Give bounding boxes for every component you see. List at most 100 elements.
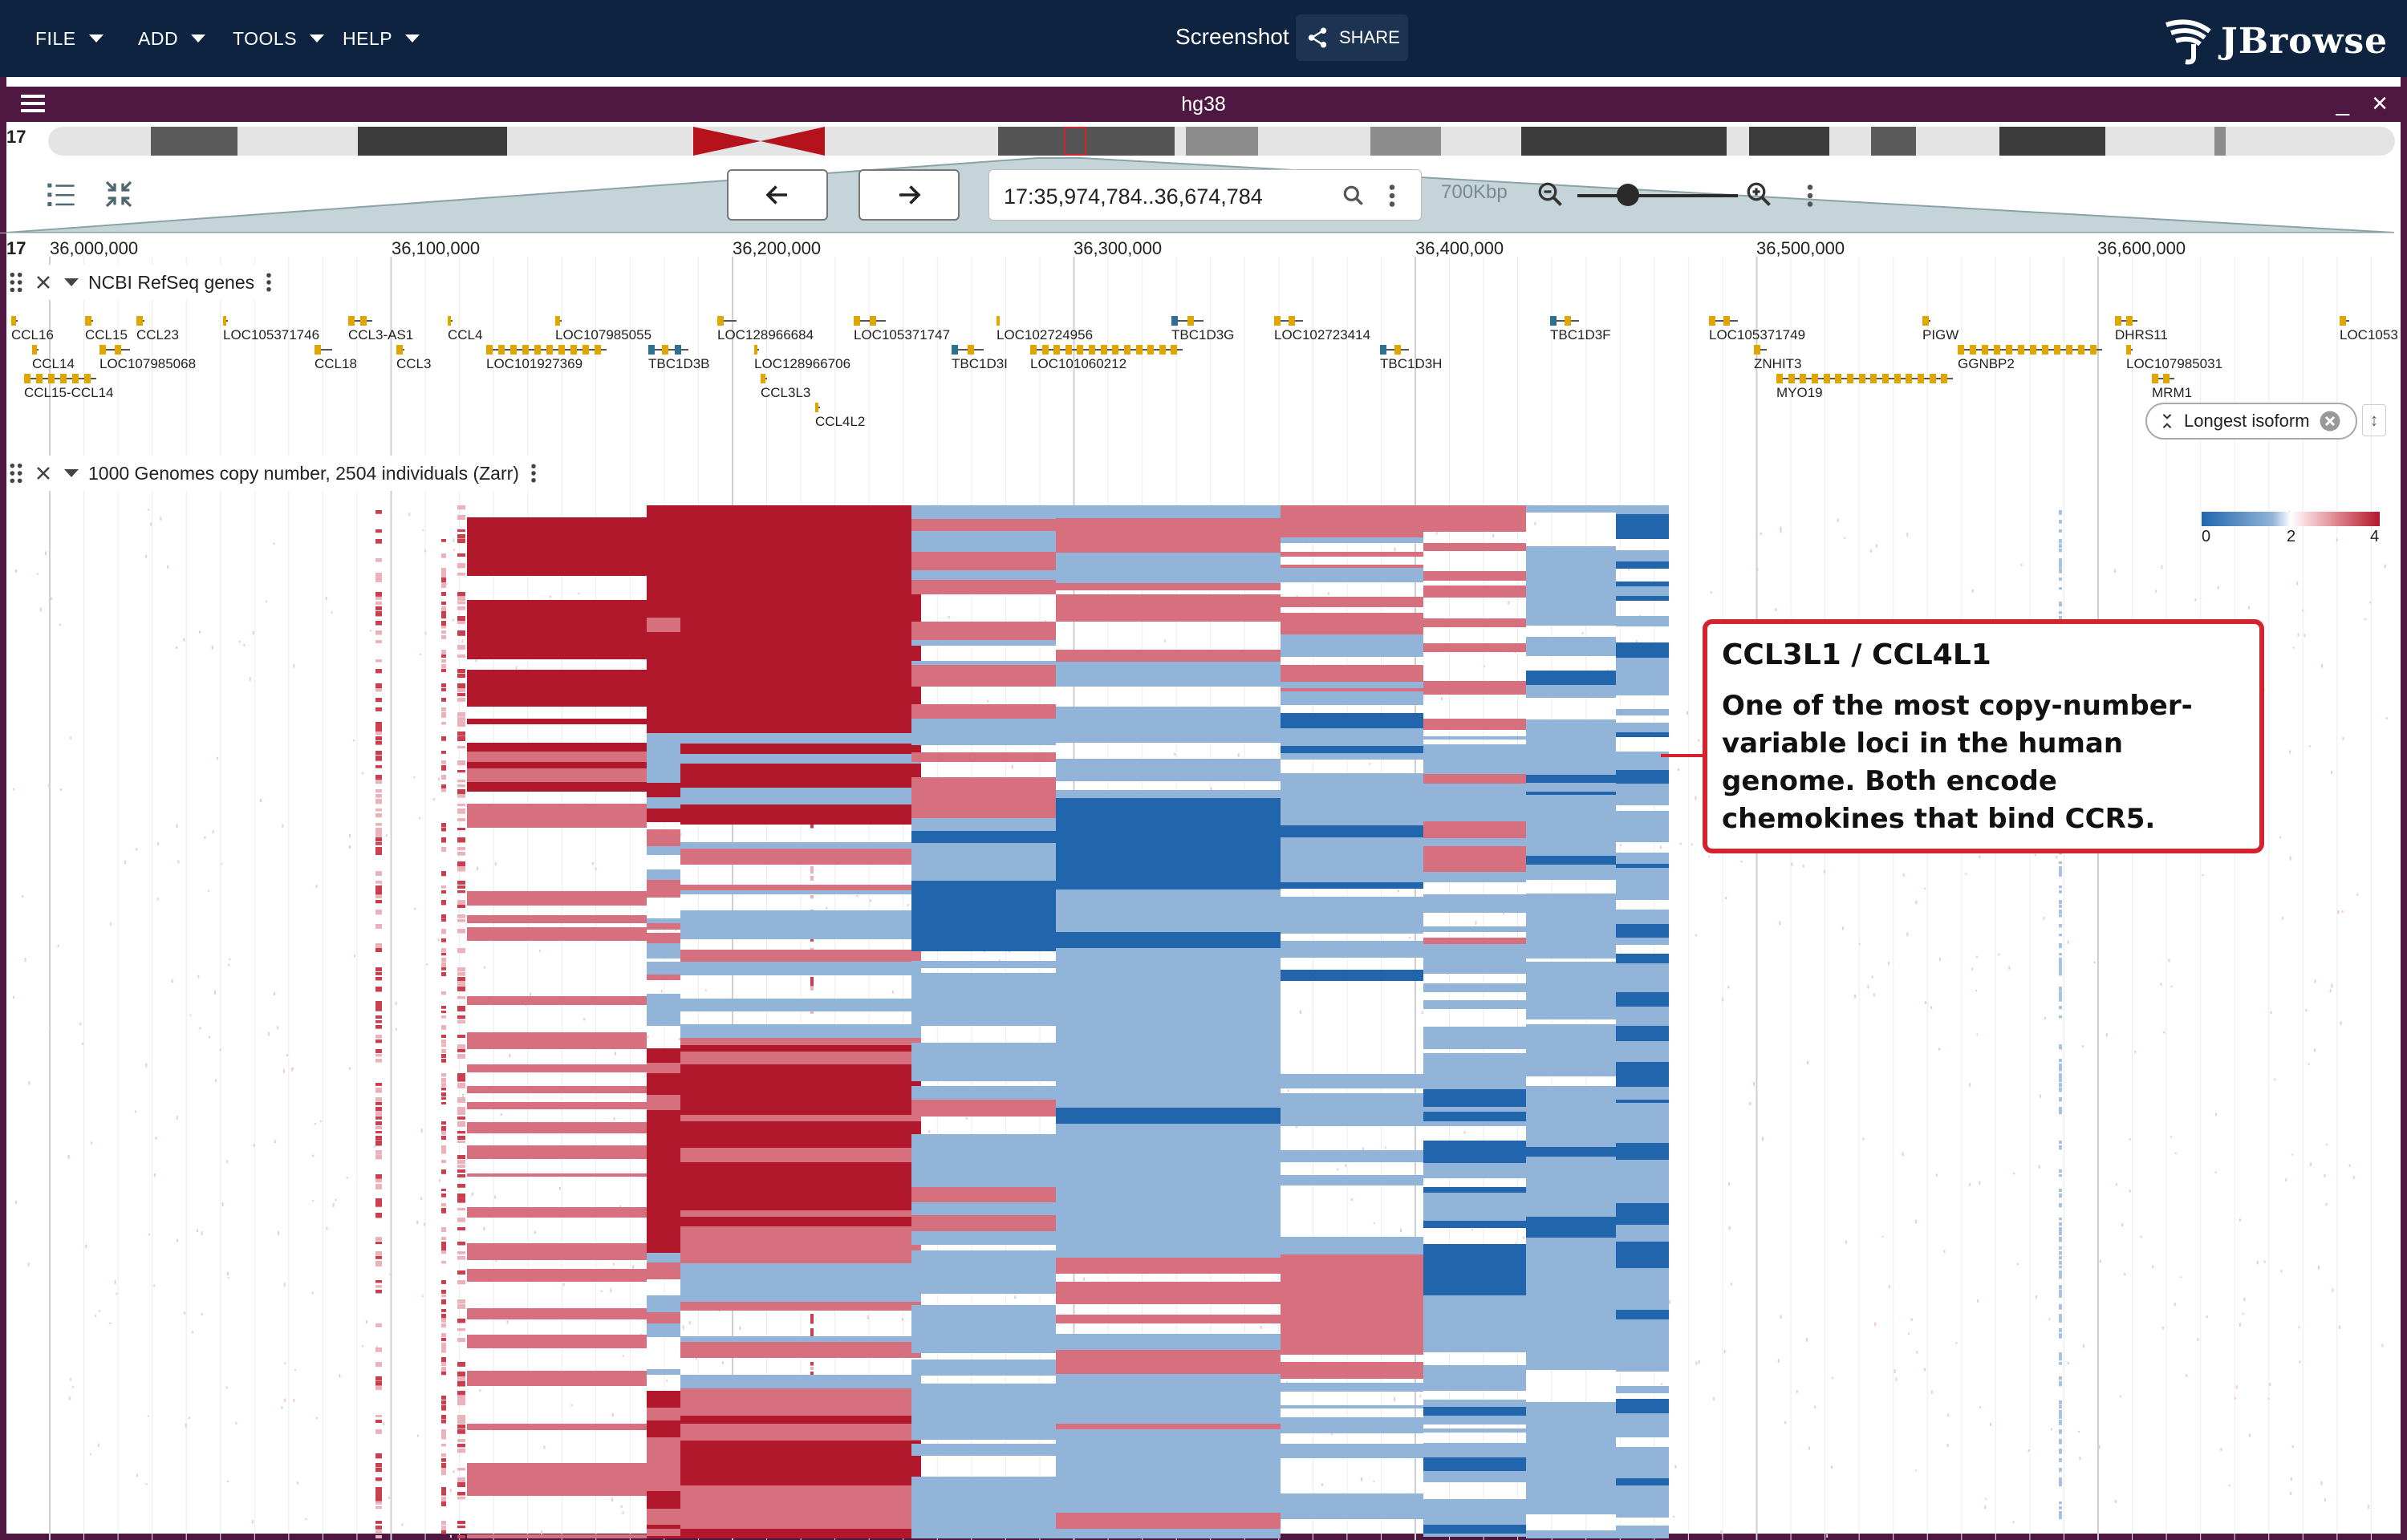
height-resize-icon[interactable]: ↕ — [2362, 404, 2386, 436]
more-vert-icon[interactable] — [529, 461, 538, 485]
gene-label[interactable]: CCL23 — [136, 327, 179, 342]
gene-glyph[interactable] — [315, 345, 332, 355]
share-button[interactable]: SHARE — [1296, 14, 1408, 61]
gene-label[interactable]: TBC1D3B — [648, 356, 710, 371]
session-name[interactable]: Screenshot — [1175, 24, 1289, 49]
gene-label[interactable]: CCL3-AS1 — [348, 327, 414, 342]
more-vert-icon[interactable] — [1386, 181, 1398, 210]
zoom-in-icon[interactable] — [1744, 180, 1773, 209]
gene-glyph[interactable] — [11, 316, 18, 326]
gene-label[interactable]: CCL18 — [315, 356, 357, 371]
gene-glyph[interactable] — [754, 345, 759, 355]
copy-number-heatmap[interactable] — [8, 505, 2394, 1538]
gene-glyph[interactable] — [486, 345, 607, 355]
hamburger-menu-icon[interactable] — [21, 95, 45, 114]
chevron-down-icon[interactable] — [64, 469, 79, 477]
gene-label[interactable]: TBC1D3H — [1380, 356, 1443, 371]
gene-label[interactable]: MYO19 — [1776, 385, 1823, 400]
zoom-out-icon[interactable] — [1536, 180, 1565, 209]
gene-label[interactable]: LOC105371746 — [223, 327, 320, 342]
track-selector-icon[interactable] — [45, 178, 83, 217]
gene-label[interactable]: TBC1D3G — [1171, 327, 1235, 342]
gene-label[interactable]: LOC107985068 — [99, 356, 197, 371]
gene-label[interactable]: LOC101927369 — [486, 356, 583, 371]
help-menu[interactable]: HELP — [343, 21, 420, 56]
gene-glyph[interactable] — [1380, 345, 1409, 355]
gene-glyph[interactable] — [396, 345, 404, 355]
gene-glyph[interactable] — [2340, 316, 2349, 326]
zoom-slider-thumb[interactable] — [1617, 184, 1639, 206]
gene-glyph[interactable] — [2152, 374, 2174, 383]
file-menu[interactable]: FILE — [35, 21, 104, 56]
gene-glyph[interactable] — [1922, 316, 1930, 326]
gene-glyph[interactable] — [1171, 316, 1204, 326]
zoom-slider-track[interactable] — [1577, 194, 1738, 197]
close-track-icon[interactable] — [34, 464, 53, 483]
gene-glyph[interactable] — [1709, 316, 1738, 326]
gene-label[interactable]: LOC1053 — [2340, 327, 2398, 342]
search-icon[interactable] — [1341, 183, 1366, 209]
gene-label[interactable]: DHRS11 — [2115, 327, 2168, 342]
gene-glyph[interactable] — [854, 316, 886, 326]
gene-label[interactable]: LOC128966706 — [754, 356, 851, 371]
gene-label[interactable]: LOC102723414 — [1274, 327, 1371, 342]
gene-glyph[interactable] — [761, 374, 767, 383]
gene-label[interactable]: TBC1D3F — [1550, 327, 1611, 342]
more-vert-icon[interactable] — [1804, 181, 1816, 210]
chromosome-ideogram[interactable] — [48, 127, 2395, 156]
collapse-view-icon[interactable] — [103, 178, 141, 217]
minimize-icon[interactable]: _ — [2336, 90, 2349, 116]
gene-glyph[interactable] — [99, 345, 130, 355]
gene-glyph[interactable] — [1958, 345, 2102, 355]
gene-label[interactable]: LOC101060212 — [1030, 356, 1127, 371]
gene-glyph[interactable] — [1030, 345, 1183, 355]
gene-glyph[interactable] — [648, 345, 688, 355]
gene-label[interactable]: LOC128966684 — [717, 327, 814, 342]
gene-label[interactable]: TBC1D3I — [952, 356, 1008, 371]
coordinate-ruler[interactable]: 17 36,000,000 36,100,000 36,200,000 36,3… — [0, 233, 2394, 265]
gene-glyph[interactable] — [24, 374, 96, 383]
drag-handle-icon[interactable] — [8, 270, 24, 294]
gene-glyph[interactable] — [85, 316, 93, 326]
pan-right-button[interactable] — [858, 169, 960, 221]
gene-label[interactable]: CCL4 — [448, 327, 483, 342]
longest-isoform-chip[interactable]: Longest isoform — [2145, 403, 2357, 440]
gene-glyph[interactable] — [223, 316, 228, 326]
gene-label[interactable]: LOC107985031 — [2126, 356, 2223, 371]
gene-glyph[interactable] — [1274, 316, 1303, 326]
location-search-box[interactable]: 17:35,974,784..36,674,784 — [988, 169, 1422, 221]
gene-label[interactable]: LOC105371747 — [854, 327, 951, 342]
cancel-icon[interactable] — [2318, 409, 2342, 433]
gene-glyph[interactable] — [136, 316, 144, 326]
gene-glyph[interactable] — [555, 316, 562, 326]
gene-glyph[interactable] — [1550, 316, 1579, 326]
gene-glyph[interactable] — [952, 345, 984, 355]
gene-glyph[interactable] — [996, 316, 1000, 326]
cn-track-label[interactable]: 1000 Genomes copy number, 2504 individua… — [8, 456, 546, 491]
gene-glyph[interactable] — [1754, 345, 1767, 355]
gene-label[interactable]: CCL16 — [11, 327, 54, 342]
gene-glyph[interactable] — [2126, 345, 2133, 355]
gene-glyph[interactable] — [32, 345, 39, 355]
gene-glyph[interactable] — [348, 316, 372, 326]
close-icon[interactable]: × — [2372, 88, 2388, 119]
gene-label[interactable]: CCL3L3 — [761, 385, 811, 400]
gene-label[interactable]: ZNHIT3 — [1754, 356, 1802, 371]
tools-menu[interactable]: TOOLS — [233, 21, 325, 56]
location-input[interactable]: 17:35,974,784..36,674,784 — [1004, 184, 1263, 209]
gene-glyph[interactable] — [1776, 374, 1953, 383]
gene-label[interactable]: LOC102724956 — [996, 327, 1094, 342]
gene-label[interactable]: PIGW — [1922, 327, 1959, 342]
gene-label[interactable]: CCL3 — [396, 356, 432, 371]
gene-label[interactable]: MRM1 — [2152, 385, 2193, 400]
gene-label[interactable]: CCL15-CCL14 — [24, 385, 114, 400]
add-menu[interactable]: ADD — [138, 21, 206, 56]
close-track-icon[interactable] — [34, 273, 53, 292]
gene-label[interactable]: LOC105371749 — [1709, 327, 1806, 342]
gene-glyph[interactable] — [717, 316, 737, 326]
gene-track-label[interactable]: NCBI RefSeq genes — [8, 265, 282, 300]
gene-label[interactable]: CCL15 — [85, 327, 128, 342]
gene-glyph[interactable] — [2115, 316, 2137, 326]
gene-glyph[interactable] — [815, 403, 820, 412]
chevron-down-icon[interactable] — [64, 278, 79, 286]
